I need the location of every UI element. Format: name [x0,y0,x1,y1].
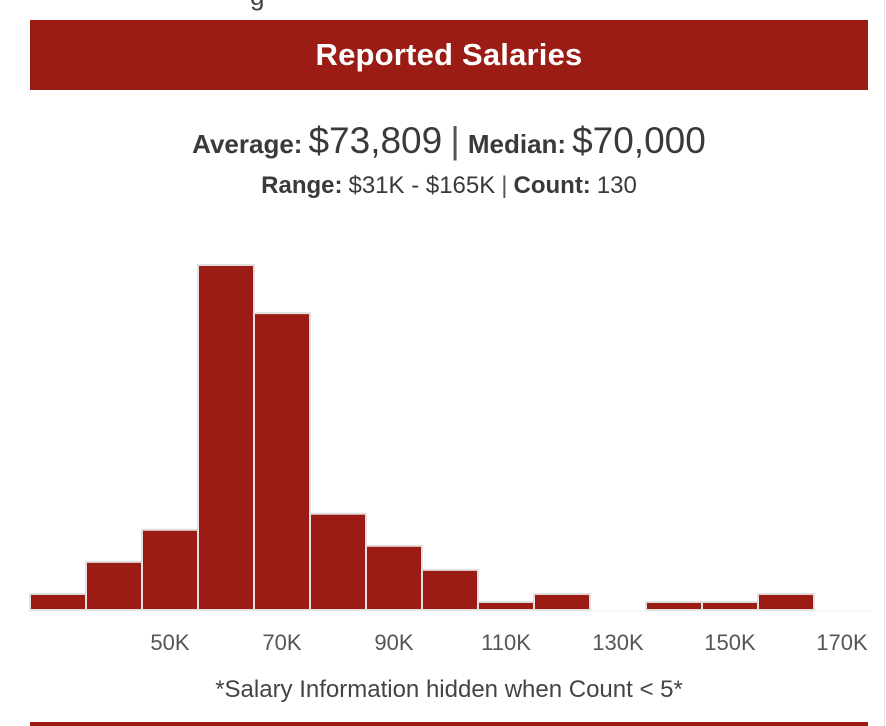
x-tick-label: 110K [481,630,531,655]
histogram-bar[interactable] [477,600,535,612]
stats-separator: | [450,120,460,161]
x-tick-label: 150K [704,630,756,655]
median-value: $70,000 [572,120,706,161]
stats-separator: | [501,172,508,199]
histogram-bar[interactable] [197,264,255,611]
range-label: Range: [261,172,343,199]
histogram-bar[interactable] [85,560,143,612]
x-tick-label: 50K [150,630,189,655]
clipped-heading-text: g [250,0,264,9]
histogram-bar[interactable] [645,600,703,612]
median-label: Median: [467,129,567,159]
bottom-divider [30,722,868,726]
right-edge-divider [884,0,885,726]
summary-stats-primary: Average: $73,809 | Median: $70,000 [30,120,868,168]
range-value: $31K - $165K [348,172,496,199]
count-value: 130 [596,172,637,199]
histogram-bar[interactable] [309,512,367,611]
histogram-bar[interactable] [365,544,423,612]
chart-title: Reported Salaries [315,37,583,72]
histogram-bar[interactable] [253,312,311,612]
average-label: Average: [192,129,303,159]
x-tick-label: 70K [262,630,301,655]
title-banner: Reported Salaries [30,20,868,90]
histogram-bar[interactable] [757,592,815,612]
x-tick-label: 90K [374,630,413,655]
x-tick-label: 170K [816,630,868,655]
salary-histogram: 50K 70K 90K 110K 130K 150K 170K [29,240,870,655]
footnote: *Salary Information hidden when Count < … [215,676,683,703]
histogram-bar[interactable] [141,528,199,612]
histogram-bar[interactable] [29,592,87,612]
histogram-bar[interactable] [421,568,479,612]
x-tick-label: 130K [592,630,644,655]
histogram-bar[interactable] [533,592,591,612]
summary-stats-secondary: Range: $31K - $165K | Count: 130 [30,172,868,206]
average-value: $73,809 [308,120,443,161]
count-label: Count: [513,172,591,199]
histogram-bar[interactable] [701,600,759,612]
